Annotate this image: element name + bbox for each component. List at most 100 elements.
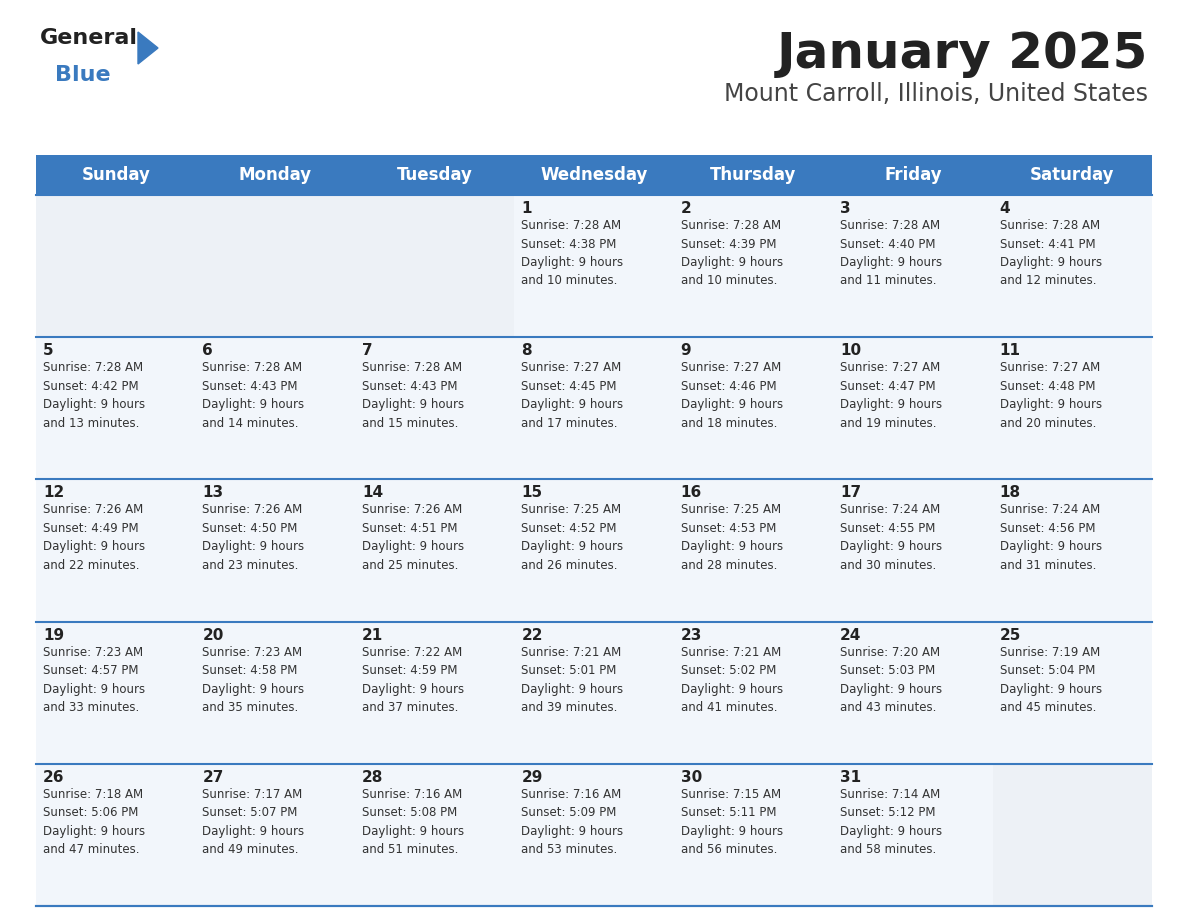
Text: Sunrise: 7:28 AM
Sunset: 4:40 PM
Daylight: 9 hours
and 11 minutes.: Sunrise: 7:28 AM Sunset: 4:40 PM Dayligh…: [840, 219, 942, 287]
Bar: [992, 155, 1152, 195]
Text: 8: 8: [522, 343, 532, 358]
Bar: [992, 195, 1152, 337]
Text: Sunrise: 7:27 AM
Sunset: 4:48 PM
Daylight: 9 hours
and 20 minutes.: Sunrise: 7:27 AM Sunset: 4:48 PM Dayligh…: [999, 361, 1101, 430]
Bar: [355, 337, 514, 479]
Bar: [674, 155, 833, 195]
Text: General: General: [40, 28, 138, 48]
Bar: [514, 479, 674, 621]
Text: 31: 31: [840, 770, 861, 785]
Text: 19: 19: [43, 628, 64, 643]
Text: Sunrise: 7:28 AM
Sunset: 4:38 PM
Daylight: 9 hours
and 10 minutes.: Sunrise: 7:28 AM Sunset: 4:38 PM Dayligh…: [522, 219, 624, 287]
Text: 2: 2: [681, 201, 691, 216]
Text: 30: 30: [681, 770, 702, 785]
Text: 14: 14: [362, 486, 383, 500]
Text: 21: 21: [362, 628, 383, 643]
Bar: [674, 195, 833, 337]
Text: Wednesday: Wednesday: [541, 166, 647, 184]
Text: Sunrise: 7:25 AM
Sunset: 4:53 PM
Daylight: 9 hours
and 28 minutes.: Sunrise: 7:25 AM Sunset: 4:53 PM Dayligh…: [681, 503, 783, 572]
Text: Sunrise: 7:18 AM
Sunset: 5:06 PM
Daylight: 9 hours
and 47 minutes.: Sunrise: 7:18 AM Sunset: 5:06 PM Dayligh…: [43, 788, 145, 856]
Bar: [196, 479, 355, 621]
Bar: [514, 621, 674, 764]
Bar: [36, 621, 196, 764]
Bar: [514, 155, 674, 195]
Text: Sunrise: 7:26 AM
Sunset: 4:49 PM
Daylight: 9 hours
and 22 minutes.: Sunrise: 7:26 AM Sunset: 4:49 PM Dayligh…: [43, 503, 145, 572]
Text: 4: 4: [999, 201, 1010, 216]
Text: Sunrise: 7:21 AM
Sunset: 5:01 PM
Daylight: 9 hours
and 39 minutes.: Sunrise: 7:21 AM Sunset: 5:01 PM Dayligh…: [522, 645, 624, 714]
Text: Sunrise: 7:16 AM
Sunset: 5:09 PM
Daylight: 9 hours
and 53 minutes.: Sunrise: 7:16 AM Sunset: 5:09 PM Dayligh…: [522, 788, 624, 856]
Text: Sunrise: 7:28 AM
Sunset: 4:41 PM
Daylight: 9 hours
and 12 minutes.: Sunrise: 7:28 AM Sunset: 4:41 PM Dayligh…: [999, 219, 1101, 287]
Text: Sunrise: 7:25 AM
Sunset: 4:52 PM
Daylight: 9 hours
and 26 minutes.: Sunrise: 7:25 AM Sunset: 4:52 PM Dayligh…: [522, 503, 624, 572]
Text: Sunrise: 7:17 AM
Sunset: 5:07 PM
Daylight: 9 hours
and 49 minutes.: Sunrise: 7:17 AM Sunset: 5:07 PM Dayligh…: [202, 788, 304, 856]
Text: 3: 3: [840, 201, 851, 216]
Bar: [36, 195, 196, 337]
Text: 18: 18: [999, 486, 1020, 500]
Bar: [992, 479, 1152, 621]
Text: Thursday: Thursday: [710, 166, 797, 184]
Text: 6: 6: [202, 343, 213, 358]
Text: 1: 1: [522, 201, 532, 216]
Text: Sunrise: 7:24 AM
Sunset: 4:56 PM
Daylight: 9 hours
and 31 minutes.: Sunrise: 7:24 AM Sunset: 4:56 PM Dayligh…: [999, 503, 1101, 572]
Text: 13: 13: [202, 486, 223, 500]
Text: Sunrise: 7:16 AM
Sunset: 5:08 PM
Daylight: 9 hours
and 51 minutes.: Sunrise: 7:16 AM Sunset: 5:08 PM Dayligh…: [362, 788, 465, 856]
Text: 7: 7: [362, 343, 373, 358]
Text: 5: 5: [43, 343, 53, 358]
Text: Sunrise: 7:23 AM
Sunset: 4:57 PM
Daylight: 9 hours
and 33 minutes.: Sunrise: 7:23 AM Sunset: 4:57 PM Dayligh…: [43, 645, 145, 714]
Bar: [833, 764, 992, 906]
Text: Sunrise: 7:21 AM
Sunset: 5:02 PM
Daylight: 9 hours
and 41 minutes.: Sunrise: 7:21 AM Sunset: 5:02 PM Dayligh…: [681, 645, 783, 714]
Bar: [355, 195, 514, 337]
Text: Blue: Blue: [55, 65, 110, 85]
Bar: [355, 621, 514, 764]
Bar: [355, 764, 514, 906]
Bar: [833, 195, 992, 337]
Text: 27: 27: [202, 770, 223, 785]
Text: Sunrise: 7:23 AM
Sunset: 4:58 PM
Daylight: 9 hours
and 35 minutes.: Sunrise: 7:23 AM Sunset: 4:58 PM Dayligh…: [202, 645, 304, 714]
Text: 16: 16: [681, 486, 702, 500]
Text: 12: 12: [43, 486, 64, 500]
Bar: [36, 764, 196, 906]
Text: Sunrise: 7:14 AM
Sunset: 5:12 PM
Daylight: 9 hours
and 58 minutes.: Sunrise: 7:14 AM Sunset: 5:12 PM Dayligh…: [840, 788, 942, 856]
Bar: [514, 195, 674, 337]
Bar: [992, 621, 1152, 764]
Bar: [196, 337, 355, 479]
Text: Sunday: Sunday: [81, 166, 150, 184]
Bar: [514, 337, 674, 479]
Text: 9: 9: [681, 343, 691, 358]
Bar: [674, 337, 833, 479]
Bar: [36, 337, 196, 479]
Text: 24: 24: [840, 628, 861, 643]
Text: Sunrise: 7:15 AM
Sunset: 5:11 PM
Daylight: 9 hours
and 56 minutes.: Sunrise: 7:15 AM Sunset: 5:11 PM Dayligh…: [681, 788, 783, 856]
Bar: [355, 155, 514, 195]
Text: 20: 20: [202, 628, 223, 643]
Bar: [36, 479, 196, 621]
Text: Sunrise: 7:28 AM
Sunset: 4:39 PM
Daylight: 9 hours
and 10 minutes.: Sunrise: 7:28 AM Sunset: 4:39 PM Dayligh…: [681, 219, 783, 287]
Bar: [833, 621, 992, 764]
Bar: [196, 195, 355, 337]
Bar: [196, 155, 355, 195]
Text: Sunrise: 7:27 AM
Sunset: 4:45 PM
Daylight: 9 hours
and 17 minutes.: Sunrise: 7:27 AM Sunset: 4:45 PM Dayligh…: [522, 361, 624, 430]
Text: Sunrise: 7:26 AM
Sunset: 4:51 PM
Daylight: 9 hours
and 25 minutes.: Sunrise: 7:26 AM Sunset: 4:51 PM Dayligh…: [362, 503, 465, 572]
Text: Sunrise: 7:28 AM
Sunset: 4:43 PM
Daylight: 9 hours
and 15 minutes.: Sunrise: 7:28 AM Sunset: 4:43 PM Dayligh…: [362, 361, 465, 430]
Bar: [674, 621, 833, 764]
Text: Friday: Friday: [884, 166, 942, 184]
Text: January 2025: January 2025: [777, 30, 1148, 78]
Bar: [674, 764, 833, 906]
Text: Sunrise: 7:22 AM
Sunset: 4:59 PM
Daylight: 9 hours
and 37 minutes.: Sunrise: 7:22 AM Sunset: 4:59 PM Dayligh…: [362, 645, 465, 714]
Text: Mount Carroll, Illinois, United States: Mount Carroll, Illinois, United States: [723, 82, 1148, 106]
Text: Sunrise: 7:27 AM
Sunset: 4:46 PM
Daylight: 9 hours
and 18 minutes.: Sunrise: 7:27 AM Sunset: 4:46 PM Dayligh…: [681, 361, 783, 430]
Bar: [196, 621, 355, 764]
Text: Sunrise: 7:27 AM
Sunset: 4:47 PM
Daylight: 9 hours
and 19 minutes.: Sunrise: 7:27 AM Sunset: 4:47 PM Dayligh…: [840, 361, 942, 430]
Text: 11: 11: [999, 343, 1020, 358]
Bar: [992, 764, 1152, 906]
Text: Monday: Monday: [239, 166, 311, 184]
Text: Saturday: Saturday: [1030, 166, 1114, 184]
Text: Sunrise: 7:20 AM
Sunset: 5:03 PM
Daylight: 9 hours
and 43 minutes.: Sunrise: 7:20 AM Sunset: 5:03 PM Dayligh…: [840, 645, 942, 714]
Text: 29: 29: [522, 770, 543, 785]
Bar: [196, 764, 355, 906]
Text: 10: 10: [840, 343, 861, 358]
Bar: [36, 155, 196, 195]
Text: Tuesday: Tuesday: [397, 166, 473, 184]
Text: 17: 17: [840, 486, 861, 500]
Polygon shape: [138, 32, 158, 64]
Text: Sunrise: 7:28 AM
Sunset: 4:43 PM
Daylight: 9 hours
and 14 minutes.: Sunrise: 7:28 AM Sunset: 4:43 PM Dayligh…: [202, 361, 304, 430]
Text: Sunrise: 7:24 AM
Sunset: 4:55 PM
Daylight: 9 hours
and 30 minutes.: Sunrise: 7:24 AM Sunset: 4:55 PM Dayligh…: [840, 503, 942, 572]
